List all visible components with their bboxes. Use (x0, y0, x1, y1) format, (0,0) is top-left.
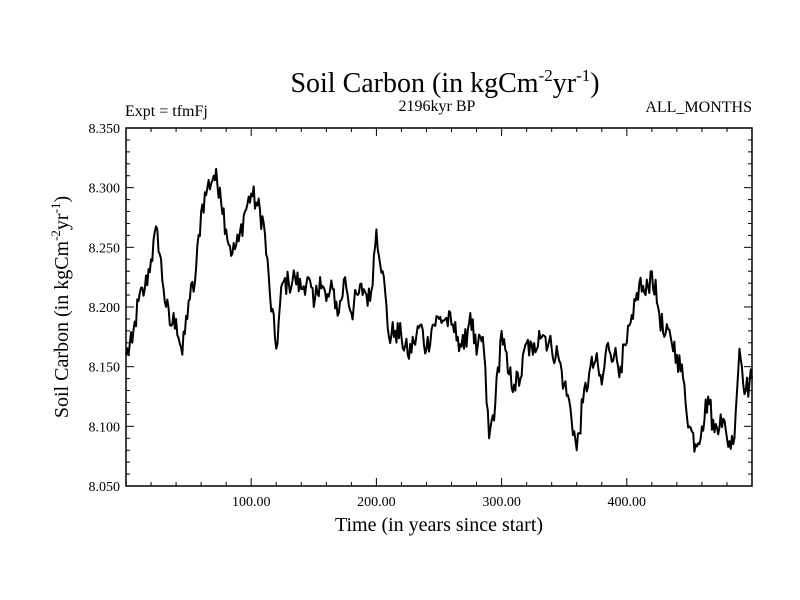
y-tick-label: 8.100 (89, 420, 121, 435)
y-tick-label: 8.350 (89, 122, 121, 137)
y-tick-label: 8.150 (89, 361, 121, 376)
period-label: ALL_MONTHS (645, 99, 752, 116)
chart-title-sup2: -1 (576, 66, 590, 85)
y-tick-label: 8.300 (89, 182, 121, 197)
y-axis-label-main: Soil Carbon (in kgCm (51, 240, 73, 418)
y-axis-label-sup2: -1 (48, 203, 63, 214)
plot-frame (125, 127, 753, 487)
y-tick-label: 8.200 (89, 301, 121, 316)
x-tick-label: 300.00 (482, 495, 521, 510)
chart-title-sup1: -2 (539, 66, 553, 85)
y-tick-label: 8.250 (89, 241, 121, 256)
y-tick-label: 8.050 (89, 480, 121, 495)
series-line (125, 167, 753, 453)
y-axis-label-sup1: -2 (48, 230, 63, 241)
chart-title-close: ) (590, 68, 599, 99)
x-tick-label: 200.00 (357, 495, 396, 510)
series-layer (125, 167, 753, 453)
y-axis-label-mid: yr (51, 213, 73, 230)
y-axis-ticks: 8.050 8.100 8.150 8.200 8.250 8.300 8.350 (89, 122, 752, 495)
x-axis-label: Time (in years since start) (335, 514, 543, 536)
experiment-label: Expt = tfmFj (125, 103, 208, 120)
x-tick-label: 100.00 (232, 495, 271, 510)
y-axis-label: Soil Carbon (in kgCm-2yr-1) (48, 196, 73, 418)
chart-title: Soil Carbon (in kgCm-2yr-1) (290, 66, 599, 99)
x-tick-label: 400.00 (608, 495, 647, 510)
chart-title-main: Soil Carbon (in kgCm (290, 68, 538, 99)
chart-subtitle: 2196kyr BP (399, 98, 476, 115)
y-axis-label-close: ) (51, 196, 73, 203)
chart-title-mid: yr (553, 68, 577, 99)
